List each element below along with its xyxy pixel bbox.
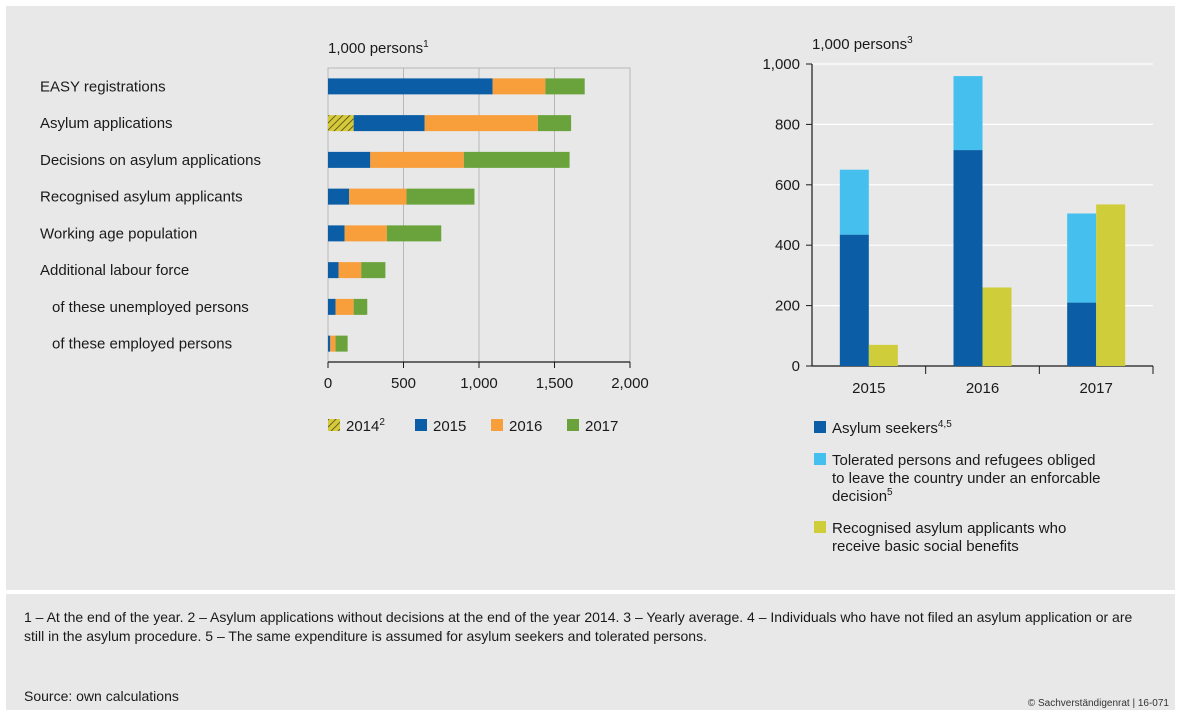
right-legend-swatch (814, 421, 826, 433)
left-bar-2015 (328, 151, 371, 168)
left-category-label: Working age population (40, 225, 197, 242)
right-legend-swatch (814, 521, 826, 533)
left-bar-2016 (424, 115, 538, 132)
right-bar-tolerated (953, 76, 983, 151)
right-bar-recognised (982, 287, 1012, 366)
left-bar-2017 (537, 115, 572, 132)
left-legend-label: 2017 (585, 418, 618, 435)
left-x-tick-label: 2,000 (611, 375, 649, 392)
right-bar-tolerated (839, 169, 869, 235)
left-bar-2015 (353, 115, 425, 132)
right-legend-label: Recognised asylum applicants who (832, 520, 1066, 537)
left-x-tick-label: 500 (391, 375, 416, 392)
source-note: Source: own calculations (24, 688, 179, 704)
right-bar-tolerated (1067, 213, 1097, 303)
left-bar-2015 (328, 298, 336, 315)
right-y-tick-label: 400 (775, 237, 800, 254)
left-bar-2017 (406, 188, 475, 205)
left-bar-2016 (492, 78, 546, 95)
right-legend-label: Asylum seekers4,5 (832, 419, 952, 437)
left-category-label: Recognised asylum applicants (40, 189, 243, 206)
left-category-label: Decisions on asylum applications (40, 152, 261, 169)
left-bar-2017 (463, 151, 570, 168)
left-bar-2016 (335, 298, 354, 315)
right-x-tick-label: 2016 (966, 380, 999, 397)
right-x-tick-label: 2017 (1079, 380, 1112, 397)
left-bar-2016 (330, 335, 336, 352)
copyright-note: © Sachverständigenrat | 16-071 (1027, 698, 1169, 709)
right-bar-recognised (1096, 204, 1126, 366)
right-y-tick-label: 800 (775, 116, 800, 133)
right-bar-asylum_seekers (1067, 302, 1097, 366)
left-bar-2015 (328, 78, 493, 95)
left-category-label: EASY registrations (40, 78, 166, 95)
right-y-tick-label: 1,000 (762, 56, 800, 73)
left-legend-swatch (491, 419, 503, 431)
left-x-tick-label: 1,500 (536, 375, 574, 392)
right-legend-label: decision5 (832, 487, 893, 505)
left-legend-label: 2016 (509, 418, 542, 435)
right-bar-asylum_seekers (953, 150, 983, 366)
left-category-label: of these unemployed persons (52, 299, 249, 316)
right-legend-label: receive basic social benefits (832, 538, 1019, 555)
right-legend-swatch (814, 453, 826, 465)
figure: 0 500 1,000 1,500 2,000 1,000 persons1 EASY re… (40, 35, 1154, 555)
right-legend-label: to leave the country under an enforcable (832, 470, 1101, 487)
right-bar-recognised (868, 344, 898, 366)
right-y-tick-label: 0 (792, 358, 800, 375)
right-legend-label: Tolerated persons and refugees obliged (832, 452, 1096, 469)
left-bar-2015 (328, 335, 331, 352)
left-bar-2016 (349, 188, 407, 205)
left-legend-label: 2015 (433, 418, 466, 435)
left-legend-swatch (328, 419, 340, 431)
left-bar-2017 (353, 298, 368, 315)
left-bar-2017 (335, 335, 348, 352)
left-bar-2015 (328, 262, 339, 279)
footnote-panel: 1 – At the end of the year. 2 – Asylum a… (6, 594, 1175, 710)
left-category-label: Asylum applications (40, 115, 173, 132)
left-bar-2016 (370, 151, 464, 168)
right-unit-label: 1,000 persons3 (812, 35, 913, 53)
left-legend-label: 20142 (346, 417, 385, 435)
right-bar-asylum_seekers (839, 234, 869, 366)
left-bar-2014 (328, 115, 354, 132)
left-legend-swatch (567, 419, 579, 431)
left-x-tick-label: 0 (324, 375, 332, 392)
footnotes: 1 – At the end of the year. 2 – Asylum a… (24, 609, 1133, 644)
right-y-tick-label: 200 (775, 298, 800, 315)
left-bar-2015 (328, 225, 345, 242)
left-bar-2017 (386, 225, 442, 242)
left-unit-label: 1,000 persons1 (328, 39, 429, 57)
left-bar-2016 (338, 262, 362, 279)
left-legend-swatch (415, 419, 427, 431)
left-bar-2017 (361, 262, 386, 279)
right-x-tick-label: 2015 (852, 380, 885, 397)
left-bar-2015 (328, 188, 350, 205)
right-y-tick-label: 600 (775, 177, 800, 194)
left-category-label: Additional labour force (40, 262, 189, 279)
left-bar-2016 (344, 225, 387, 242)
chart-panel: 0 500 1,000 1,500 2,000 1,000 persons1 EASY re… (6, 6, 1175, 590)
left-category-label: of these employed persons (52, 336, 232, 353)
left-x-tick-label: 1,000 (460, 375, 498, 392)
left-bar-2017 (545, 78, 585, 95)
